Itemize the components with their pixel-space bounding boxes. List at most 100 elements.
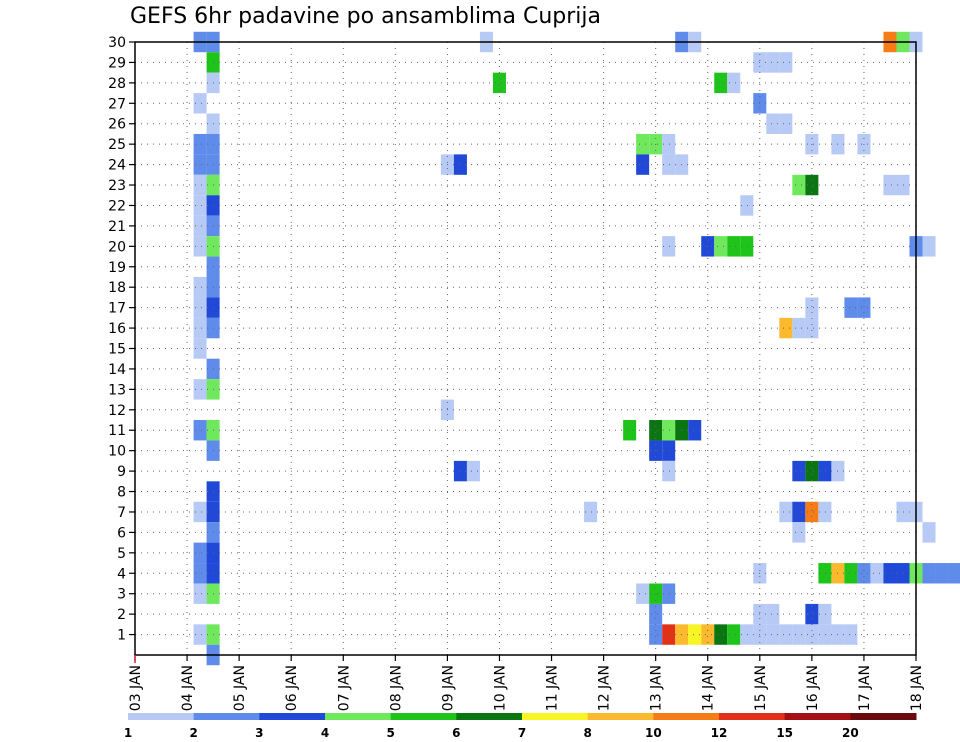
x-tick-label: 15 JAN — [753, 665, 769, 711]
heatmap-cell — [896, 174, 910, 196]
heatmap-cell — [740, 624, 754, 645]
heatmap-cell — [193, 276, 207, 298]
heatmap-cell — [584, 501, 598, 523]
x-tick-label: 06 JAN — [284, 665, 300, 711]
heatmap-cell — [714, 236, 728, 257]
heatmap-cell — [193, 133, 207, 155]
y-tick-label: 16 — [108, 321, 126, 337]
y-tick-label: 11 — [108, 423, 126, 439]
y-tick-label: 3 — [117, 587, 126, 603]
heatmap-cell — [193, 215, 207, 237]
heatmap-cell — [818, 501, 832, 523]
y-tick-label: 20 — [108, 239, 126, 255]
colorbar-label: 1 — [124, 726, 132, 740]
colorbar: 1 2 3 4 5 6 7 8 10 12 15 20 — [124, 713, 917, 740]
colorbar-label: 10 — [645, 726, 662, 740]
colorbar-label: 4 — [321, 726, 329, 740]
heatmap-cell — [193, 624, 207, 645]
heatmap-cell — [883, 174, 897, 196]
heatmap-cell — [766, 603, 780, 625]
heatmap-cell — [193, 236, 207, 257]
heatmap-cell — [727, 72, 741, 94]
heatmap-cell — [805, 297, 819, 318]
y-tick-label: 8 — [117, 485, 126, 501]
colorbar-swatch — [259, 713, 326, 720]
heatmap-cell — [766, 52, 780, 73]
heatmap-cell — [193, 563, 207, 584]
heatmap-cell — [948, 563, 960, 584]
y-tick-label: 10 — [108, 444, 126, 460]
heatmap-cell — [193, 93, 207, 114]
colorbar-swatch — [719, 713, 786, 720]
y-tick-label: 12 — [108, 403, 126, 419]
heatmap-cell — [649, 624, 663, 645]
heatmap-cell — [701, 624, 715, 645]
heatmap-cell — [662, 624, 676, 645]
heatmap-cell — [193, 501, 207, 523]
x-tick-label: 05 JAN — [232, 665, 248, 711]
heatmap-cell — [662, 460, 676, 482]
colorbar-swatch — [128, 713, 195, 720]
heatmap-cell — [766, 624, 780, 645]
heatmap-cell — [779, 317, 793, 339]
x-tick-label: 10 JAN — [492, 665, 508, 711]
heatmap-cell — [492, 72, 506, 94]
colorbar-swatch — [193, 713, 260, 720]
heatmap-cell — [779, 113, 793, 134]
heatmap-cell — [662, 420, 676, 441]
heatmap-cell — [844, 624, 858, 645]
colorbar-swatch — [784, 713, 851, 720]
heatmap-cell — [662, 154, 676, 175]
y-ticks: 1234567891011121314151617181920212223242… — [108, 35, 135, 644]
x-tick-label: 04 JAN — [180, 665, 196, 711]
y-tick-label: 7 — [117, 505, 126, 521]
colorbar-label: 15 — [776, 726, 793, 740]
x-tick-label: 09 JAN — [440, 665, 456, 711]
heatmap-cell — [857, 297, 871, 318]
x-tick-label: 12 JAN — [597, 665, 613, 711]
cells-layer — [193, 31, 960, 666]
y-tick-label: 9 — [117, 464, 126, 480]
heatmap-cell — [193, 420, 207, 441]
y-tick-label: 14 — [108, 362, 126, 378]
colorbar-swatch — [850, 713, 917, 720]
y-tick-label: 30 — [108, 35, 126, 51]
y-tick-label: 6 — [117, 525, 126, 541]
heatmap-cell — [649, 583, 663, 604]
y-tick-label: 4 — [117, 566, 126, 582]
heatmap-cell — [623, 420, 637, 441]
x-tick-label: 17 JAN — [857, 665, 873, 711]
colorbar-label: 20 — [842, 726, 859, 740]
x-tick-label: 16 JAN — [805, 665, 821, 711]
heatmap-cell — [805, 460, 819, 482]
heatmap-cell — [662, 440, 676, 461]
heatmap-cell — [662, 236, 676, 257]
colorbar-swatch — [587, 713, 654, 720]
x-tick-label: 03 JAN — [128, 665, 144, 711]
heatmap-cell — [727, 624, 741, 645]
heatmap-cell — [818, 563, 832, 584]
heatmap-cell — [805, 174, 819, 196]
heatmap-cell — [193, 317, 207, 339]
heatmap-cell — [805, 603, 819, 625]
heatmap-cell — [740, 195, 754, 216]
heatmap-cell — [636, 154, 650, 175]
heatmap-cell — [688, 624, 702, 645]
heatmap-cell — [883, 563, 897, 584]
heatmap-cell — [453, 154, 467, 175]
heatmap-cell — [193, 174, 207, 196]
heatmap-cell — [896, 563, 910, 584]
heatmap-cell — [922, 236, 936, 257]
heatmap-cell — [649, 420, 663, 441]
heatmap-cell — [792, 317, 806, 339]
colorbar-label: 2 — [189, 726, 197, 740]
y-tick-label: 18 — [108, 280, 126, 296]
heatmap-cell — [688, 420, 702, 441]
heatmap-cell — [636, 583, 650, 604]
heatmap-cell — [818, 624, 832, 645]
heatmap-cell — [922, 522, 936, 543]
heatmap-cell — [193, 379, 207, 400]
heatmap-cell — [805, 501, 819, 523]
colorbar-label: 8 — [583, 726, 591, 740]
